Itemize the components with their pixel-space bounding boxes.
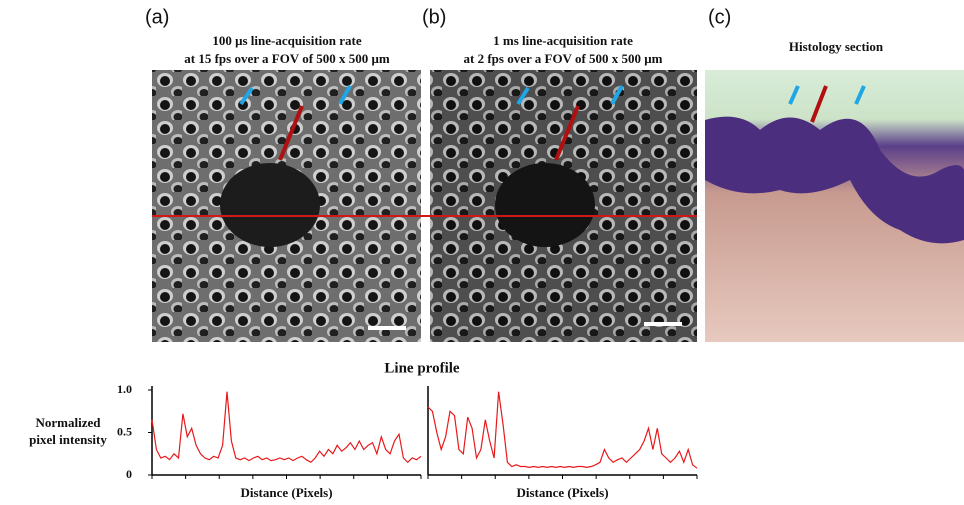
arrows xyxy=(239,85,866,161)
x-axis-label: Distance (Pixels) xyxy=(516,485,608,500)
panel-title: at 2 fps over a FOV of 500 x 500 μm xyxy=(464,51,663,66)
arrow xyxy=(610,85,624,105)
arrow xyxy=(278,105,304,161)
epithelium xyxy=(705,116,964,244)
scale-bar xyxy=(644,322,682,326)
y-axis-label: pixel intensity xyxy=(29,432,107,447)
lesion xyxy=(495,163,595,247)
panel-title: 100 μs line-acquisition rate xyxy=(212,33,362,48)
panel-label: (b) xyxy=(422,6,446,28)
arrow xyxy=(516,86,530,106)
arrow xyxy=(810,85,828,123)
profile-line xyxy=(427,391,698,469)
profile-title: Line profile xyxy=(384,360,459,376)
panel-label: (a) xyxy=(145,6,169,28)
scale-bar xyxy=(368,326,406,330)
arrow xyxy=(788,85,800,105)
y-tick-label: 0 xyxy=(126,467,132,481)
arrow xyxy=(854,85,866,105)
panel-title: at 15 fps over a FOV of 500 x 500 μm xyxy=(184,51,390,66)
panel-title: 1 ms line-acquisition rate xyxy=(493,33,633,48)
y-tick-label: 1.0 xyxy=(117,382,132,396)
panel-title: Histology section xyxy=(789,39,884,54)
arrow xyxy=(338,85,352,105)
x-axis-label: Distance (Pixels) xyxy=(240,485,332,500)
arrow xyxy=(239,86,254,106)
y-tick-label: 0.5 xyxy=(117,424,132,438)
y-axis-label: Normalized xyxy=(36,415,102,430)
profile-line xyxy=(151,391,422,464)
panel-label: (c) xyxy=(708,6,731,28)
arrow xyxy=(554,105,580,161)
lesion xyxy=(220,163,320,247)
